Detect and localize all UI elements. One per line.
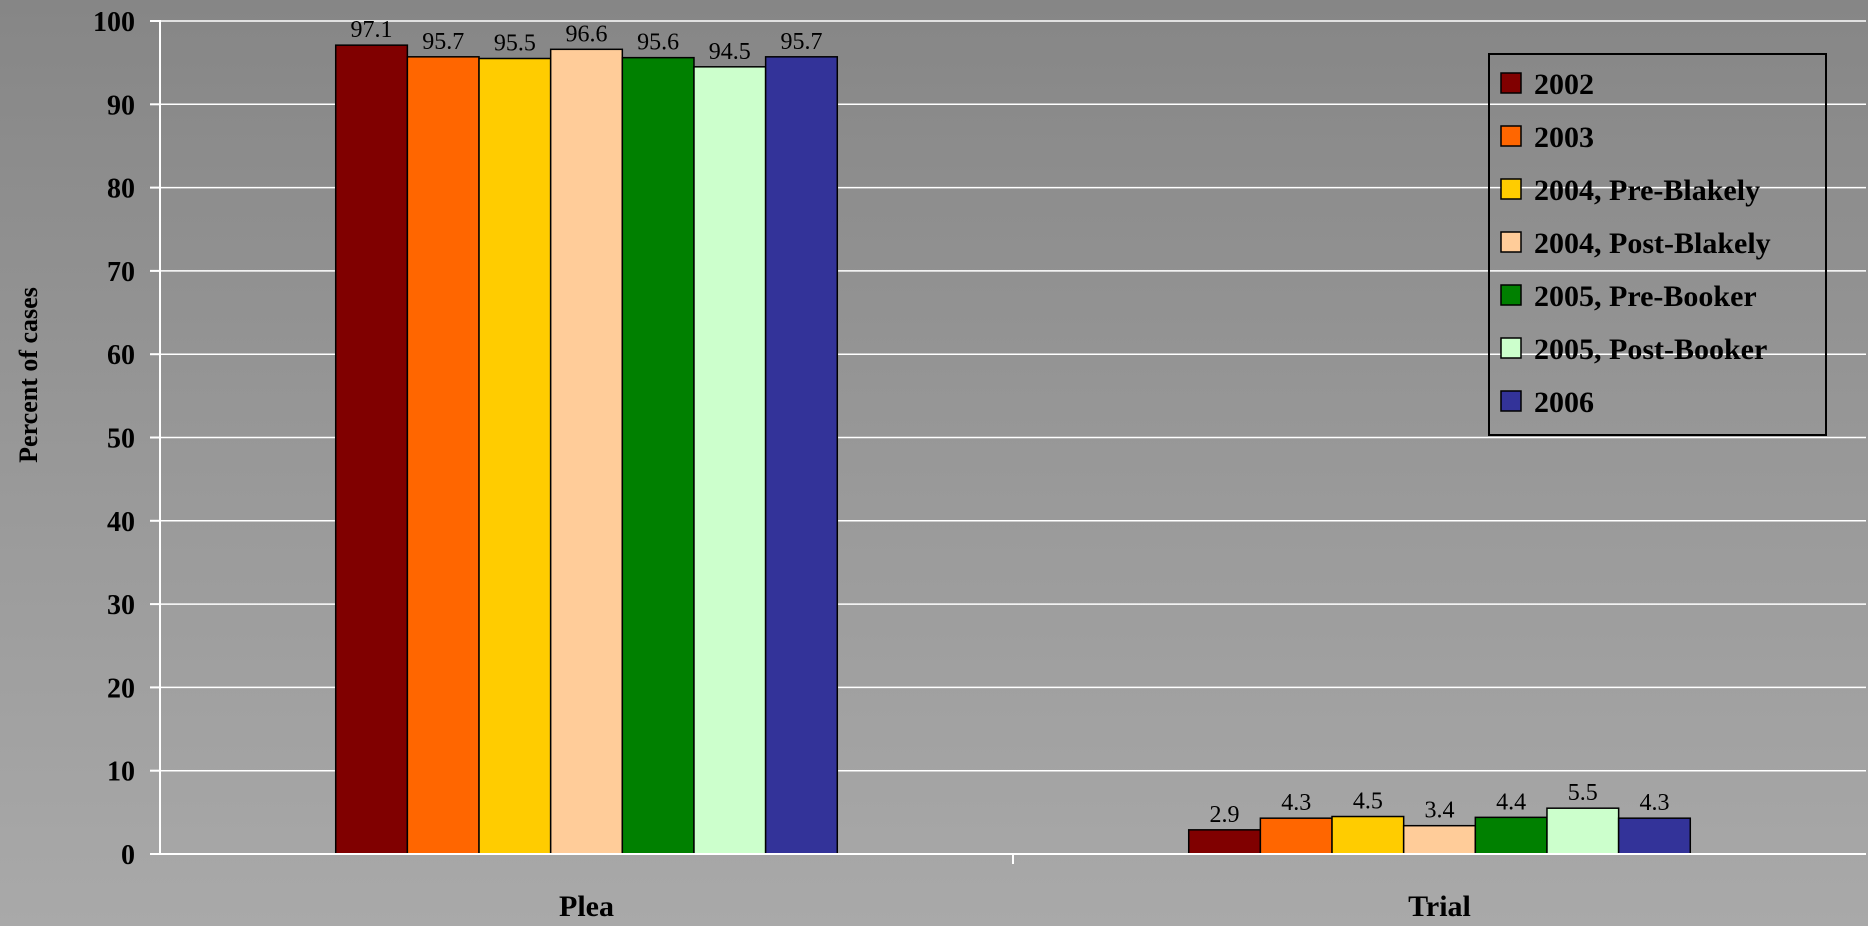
legend-swatch bbox=[1500, 72, 1522, 94]
legend-entry: 2006 bbox=[1534, 386, 1594, 419]
data-label: 4.4 bbox=[1496, 789, 1526, 815]
legend-swatch bbox=[1500, 390, 1522, 412]
bar bbox=[1546, 807, 1620, 855]
bar bbox=[334, 44, 409, 855]
data-label: 95.7 bbox=[780, 29, 822, 55]
data-label: 3.4 bbox=[1425, 798, 1455, 824]
y-tick-label: 0 bbox=[121, 840, 135, 871]
legend-swatch bbox=[1500, 178, 1522, 200]
data-labels: 97.1 95.7 95.5 96.6 95.6 94.5 95.7 2.9 4.3 4.5 3.4… bbox=[351, 17, 1670, 828]
legend-swatch bbox=[1500, 284, 1522, 306]
legend-swatch bbox=[1500, 337, 1522, 359]
legend: 2002 2003 2004, Pre-Blakely 2004, Post-Blak… bbox=[1488, 53, 1827, 436]
y-tick-label: 30 bbox=[107, 590, 135, 621]
bar bbox=[764, 56, 839, 855]
y-tick-label: 20 bbox=[107, 673, 135, 704]
y-tick-label: 90 bbox=[107, 90, 135, 121]
data-label: 97.1 bbox=[351, 17, 393, 43]
bar bbox=[621, 56, 695, 855]
legend-entry: 2003 bbox=[1534, 121, 1594, 154]
y-tick-label: 50 bbox=[107, 424, 135, 455]
y-axis-label: Percent of cases bbox=[14, 287, 43, 463]
axes: 0 10 20 30 40 50 60 70 80 90 100 Plea Trial bbox=[93, 7, 1866, 923]
legend-entry: 2002 bbox=[1534, 68, 1594, 101]
bar bbox=[1474, 816, 1548, 855]
legend-entry: 2004, Pre-Blakely bbox=[1534, 174, 1760, 207]
data-label: 5.5 bbox=[1568, 780, 1598, 806]
bar bbox=[1331, 815, 1405, 855]
data-label: 95.6 bbox=[637, 30, 679, 56]
y-tick-label: 100 bbox=[93, 7, 135, 38]
data-label: 2.9 bbox=[1210, 802, 1240, 828]
legend-swatch bbox=[1500, 231, 1522, 253]
data-label: 4.5 bbox=[1353, 789, 1383, 815]
data-label: 94.5 bbox=[709, 39, 751, 65]
y-tick-label: 70 bbox=[107, 257, 135, 288]
legend-box bbox=[1488, 53, 1827, 436]
bar bbox=[1187, 829, 1262, 855]
x-category-label: Plea bbox=[559, 890, 614, 923]
y-tick-label: 10 bbox=[107, 757, 135, 788]
y-tick-label: 60 bbox=[107, 340, 135, 371]
data-label: 4.3 bbox=[1639, 790, 1669, 816]
legend-entry: 2004, Post-Blakely bbox=[1534, 227, 1771, 260]
bar bbox=[1402, 824, 1477, 855]
bar bbox=[693, 66, 767, 855]
bar bbox=[1259, 817, 1333, 855]
legend-swatch bbox=[1500, 125, 1522, 147]
y-tick-label: 80 bbox=[107, 174, 135, 205]
x-category-label: Trial bbox=[1408, 890, 1471, 923]
bar bbox=[478, 57, 552, 855]
data-label: 96.6 bbox=[566, 21, 608, 47]
bars bbox=[334, 44, 1692, 855]
bar bbox=[406, 56, 480, 855]
legend-entry: 2005, Post-Booker bbox=[1534, 333, 1767, 366]
bar bbox=[1617, 817, 1692, 855]
data-label: 95.7 bbox=[422, 29, 464, 55]
data-label: 4.3 bbox=[1281, 790, 1311, 816]
y-tick-label: 40 bbox=[107, 507, 135, 538]
bar bbox=[549, 48, 624, 855]
data-label: 95.5 bbox=[494, 30, 536, 56]
legend-entry: 2005, Pre-Booker bbox=[1534, 280, 1757, 313]
